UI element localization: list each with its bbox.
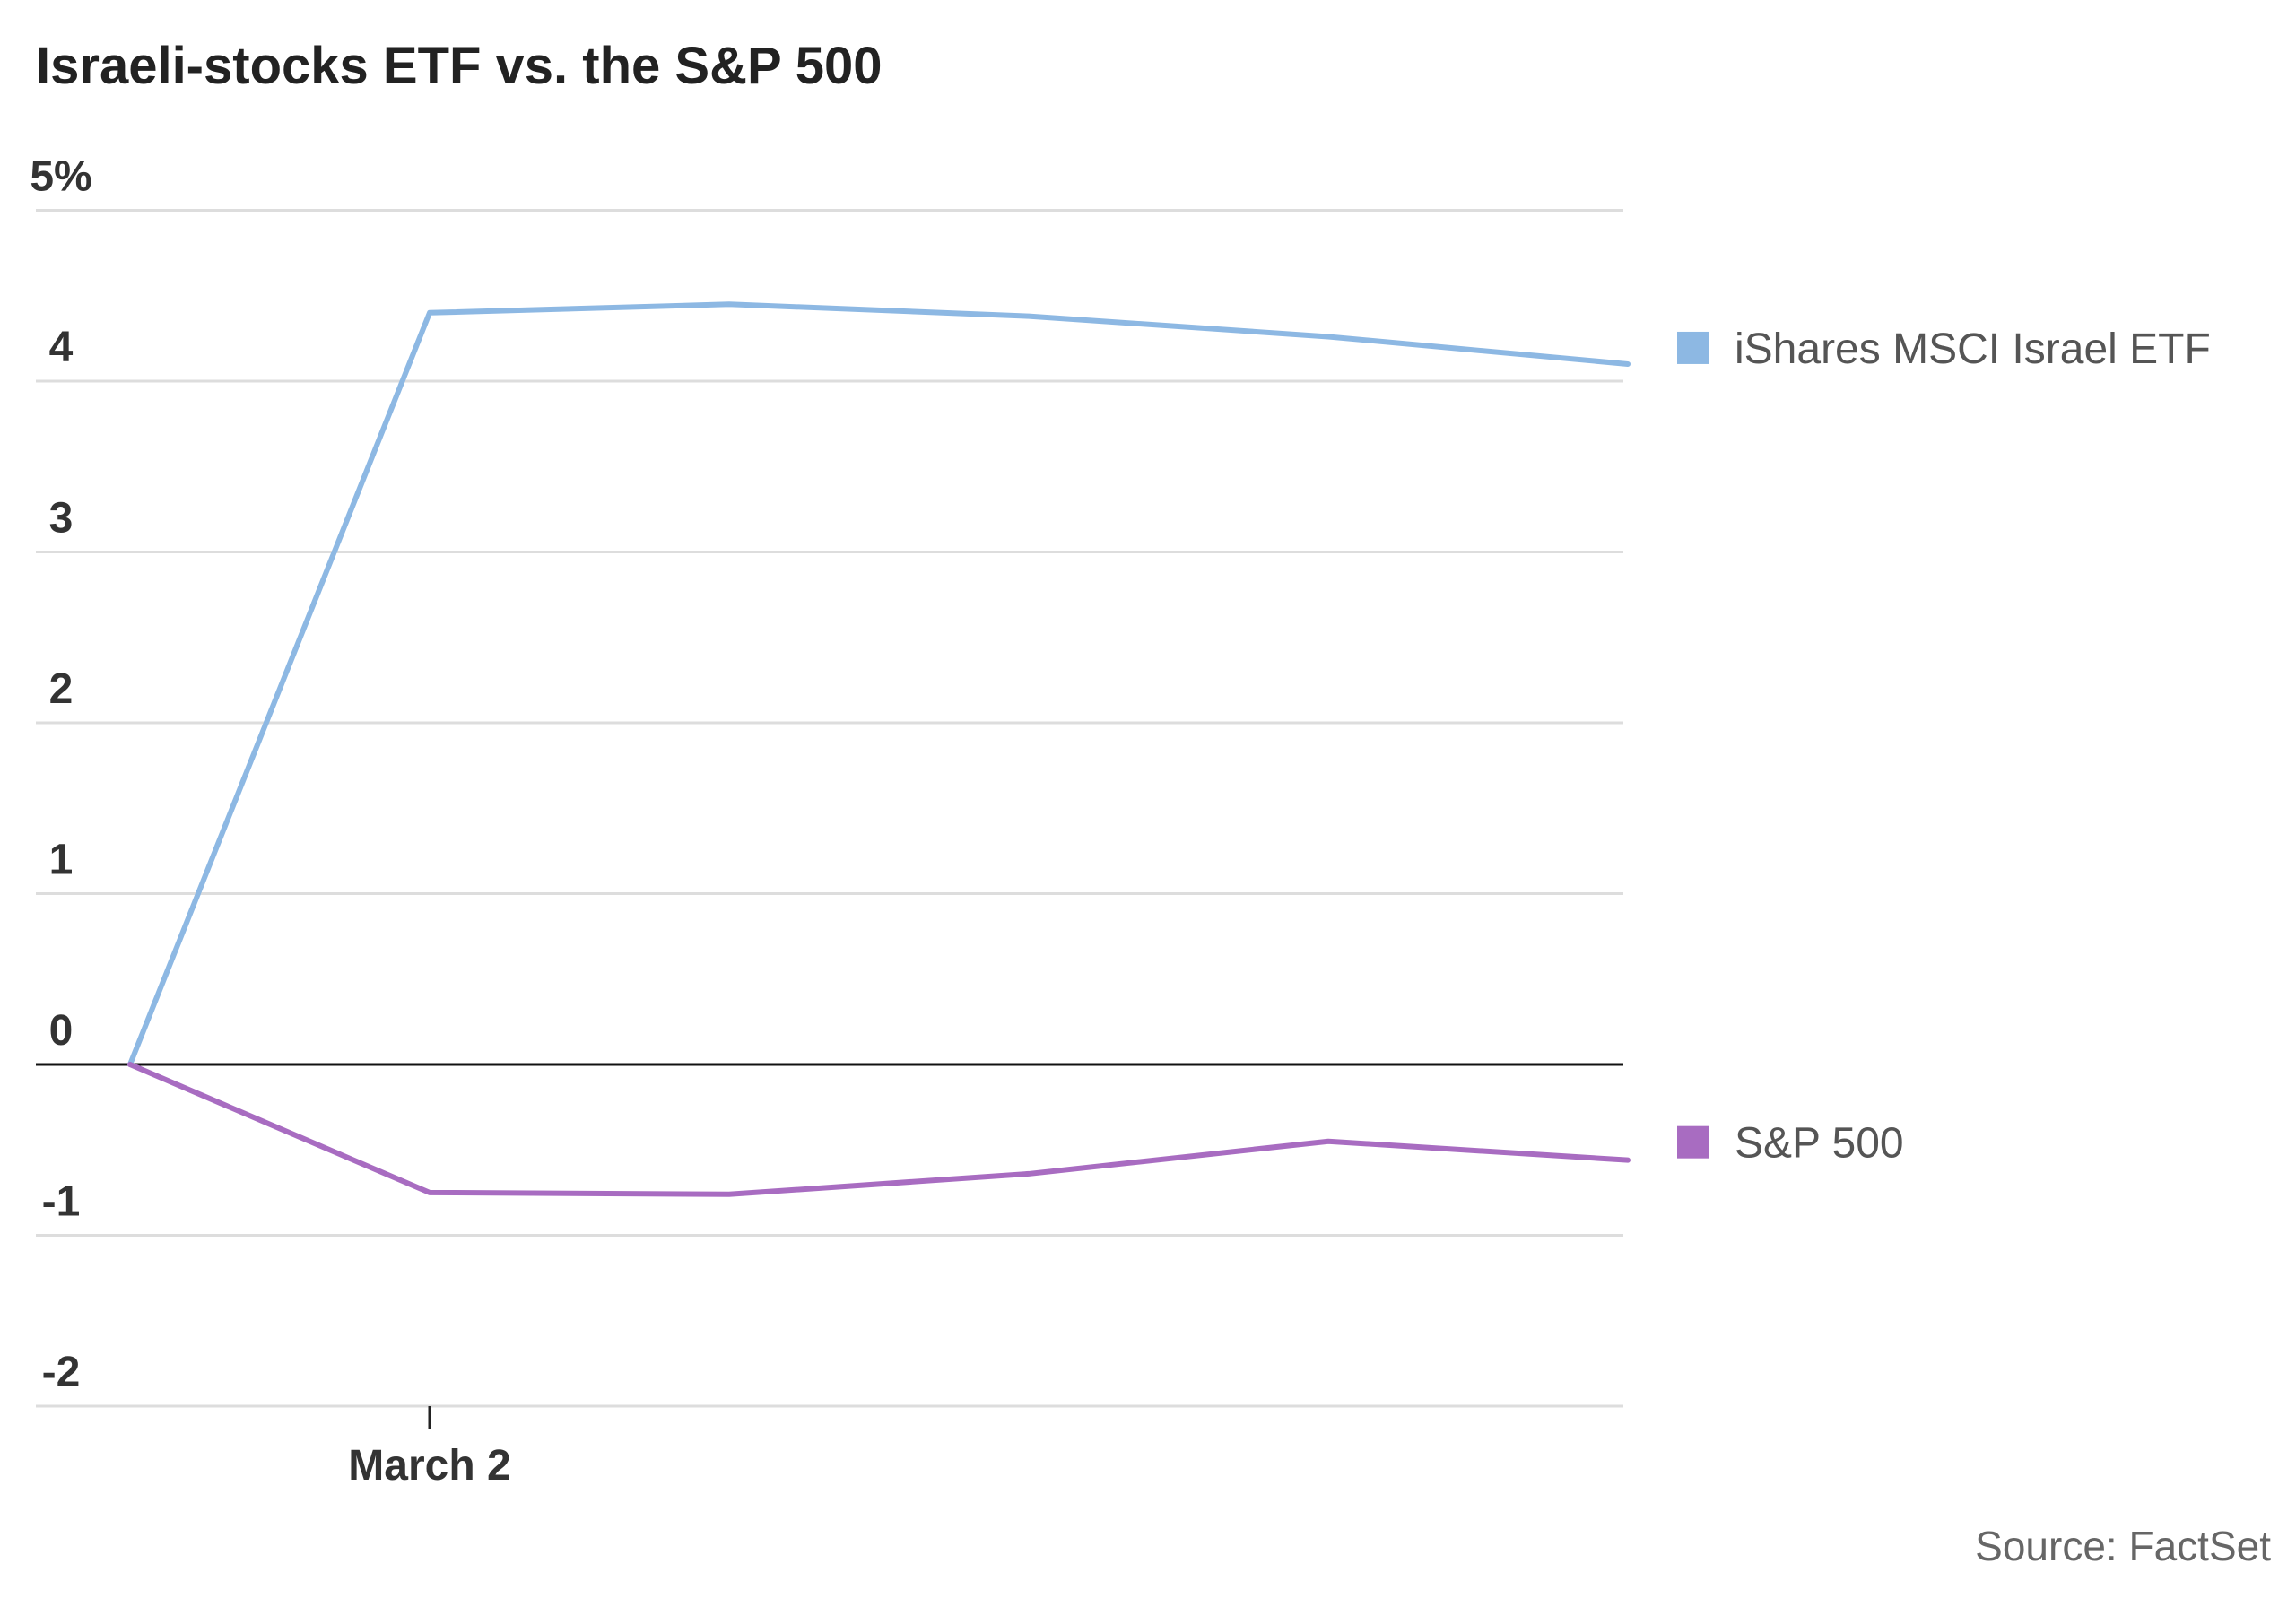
y-tick-label: -2 bbox=[42, 1349, 81, 1396]
source-note: Source: FactSet bbox=[1975, 1523, 2271, 1569]
legend: iShares MSCI Israel ETF S&P 500 bbox=[1677, 326, 2211, 1168]
y-tick-label: 1 bbox=[49, 837, 74, 884]
x-axis-ticks: March 2 bbox=[348, 1406, 511, 1490]
legend-label: S&P 500 bbox=[1735, 1120, 1904, 1168]
legend-swatch bbox=[1677, 1125, 1709, 1159]
y-tick-label: 2 bbox=[49, 665, 74, 713]
y-tick-label: 0 bbox=[49, 1007, 74, 1055]
grid-lines bbox=[36, 209, 1623, 1408]
y-tick-label: 4 bbox=[49, 324, 74, 371]
y-tick-label: -1 bbox=[42, 1178, 81, 1226]
chart-title: Israeli-stocks ETF vs. the S&P 500 bbox=[36, 37, 883, 95]
y-tick-label: 3 bbox=[49, 495, 74, 543]
y-axis-ticks: 5% 4 3 2 1 0 -1 -2 bbox=[30, 153, 91, 1397]
legend-label: iShares MSCI Israel ETF bbox=[1735, 326, 2211, 373]
y-tick-label: 5% bbox=[30, 153, 91, 201]
series-line bbox=[127, 301, 1631, 1067]
series-lines bbox=[127, 301, 1631, 1197]
series-line bbox=[127, 1062, 1631, 1197]
x-tick-label: March 2 bbox=[348, 1442, 510, 1490]
legend-swatch bbox=[1677, 331, 1709, 364]
